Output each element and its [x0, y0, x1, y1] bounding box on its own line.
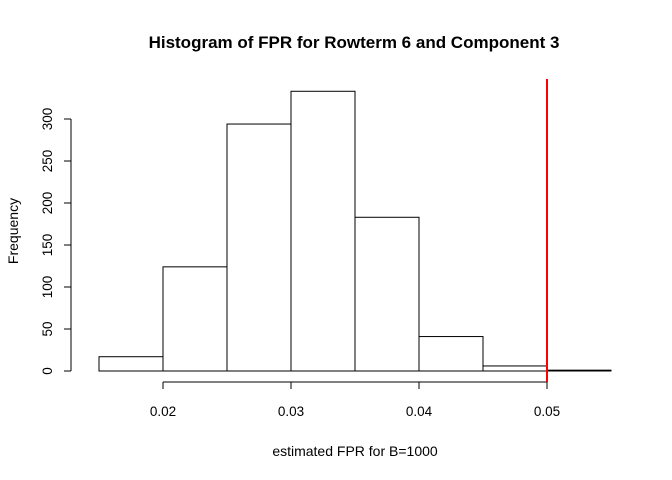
- y-tick-label: 250: [40, 150, 55, 173]
- y-tick-label: 50: [40, 321, 55, 336]
- x-tick-label: 0.02: [150, 404, 176, 419]
- y-tick-label: 150: [40, 234, 55, 257]
- histogram-bar-6: [418, 336, 484, 372]
- y-axis-label: Frequency: [5, 198, 21, 264]
- y-tick-label: 0: [40, 367, 55, 375]
- histogram-bar-3: [226, 123, 292, 372]
- y-tick-label: 200: [40, 192, 55, 215]
- x-tick-label: 0.05: [534, 404, 560, 419]
- histogram-bar-8: [546, 369, 612, 372]
- chart-title: Histogram of FPR for Rowterm 6 and Compo…: [149, 33, 560, 52]
- x-axis-label: estimated FPR for B=1000: [272, 443, 438, 459]
- histogram-bar-7: [482, 365, 548, 372]
- y-axis: 0 50 100 150 200 250 300: [40, 108, 72, 375]
- x-tick-label: 0.03: [278, 404, 304, 419]
- y-tick-label: 300: [40, 108, 55, 131]
- histogram-bar-5: [354, 216, 420, 372]
- histogram-bar-2: [162, 266, 228, 372]
- x-axis: 0.02 0.03 0.04 0.05: [150, 381, 560, 419]
- bars-group: [98, 90, 612, 372]
- histogram-bar-4: [290, 90, 356, 372]
- histogram-bar-1: [98, 356, 164, 372]
- y-tick-label: 100: [40, 276, 55, 299]
- x-tick-label: 0.04: [406, 404, 433, 419]
